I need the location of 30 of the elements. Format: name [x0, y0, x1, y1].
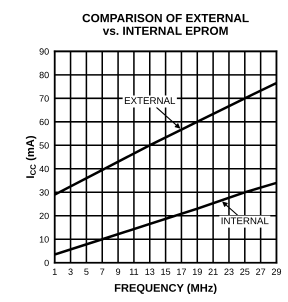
x-tick-label: 13 — [145, 268, 154, 275]
x-tick-label: 27 — [256, 268, 266, 275]
y-tick-label: 0 — [44, 260, 49, 266]
y-tick-label: 70 — [40, 95, 49, 102]
text: EXTERNAL — [124, 97, 176, 104]
x-tick-label: 29 — [272, 268, 282, 275]
x-tick-label: 21 — [208, 268, 218, 275]
y-tick-label: 90 — [40, 48, 49, 55]
y-tick-label: 30 — [39, 189, 49, 196]
x-tick-label: 11 — [130, 268, 138, 275]
x-tick-label: 25 — [240, 268, 250, 275]
legend-label: INTERNAL — [222, 217, 269, 224]
y-tick-label: 10 — [40, 236, 49, 243]
x-tick-label: 19 — [192, 268, 202, 275]
x-tick-label: 5 — [84, 268, 89, 275]
x-tick-label: 15 — [161, 268, 170, 275]
y-tick-label: 50 — [39, 142, 49, 149]
x-tick-label: 1 — [52, 268, 57, 275]
x-tick-label: 17 — [177, 268, 186, 275]
x-axis-title: FREQUENCY (MHz) — [114, 284, 216, 294]
y-tick-label: 60 — [40, 118, 49, 126]
x-tick-label: 7 — [100, 268, 104, 275]
y-tick-label: 40 — [39, 166, 49, 172]
x-tick-label: 23 — [224, 268, 234, 275]
y-tick-label: 20 — [40, 212, 49, 220]
y-tick-label: 80 — [40, 72, 49, 78]
chart-title: COMPARISON OF EXTERNAL vs. INTERNAL EPROM — [82, 14, 249, 35]
y-axis-title: I$_{CC}$ (mA) — [26, 136, 36, 178]
x-tick-label: 3 — [68, 268, 73, 275]
x-tick-label: 9 — [116, 268, 120, 275]
